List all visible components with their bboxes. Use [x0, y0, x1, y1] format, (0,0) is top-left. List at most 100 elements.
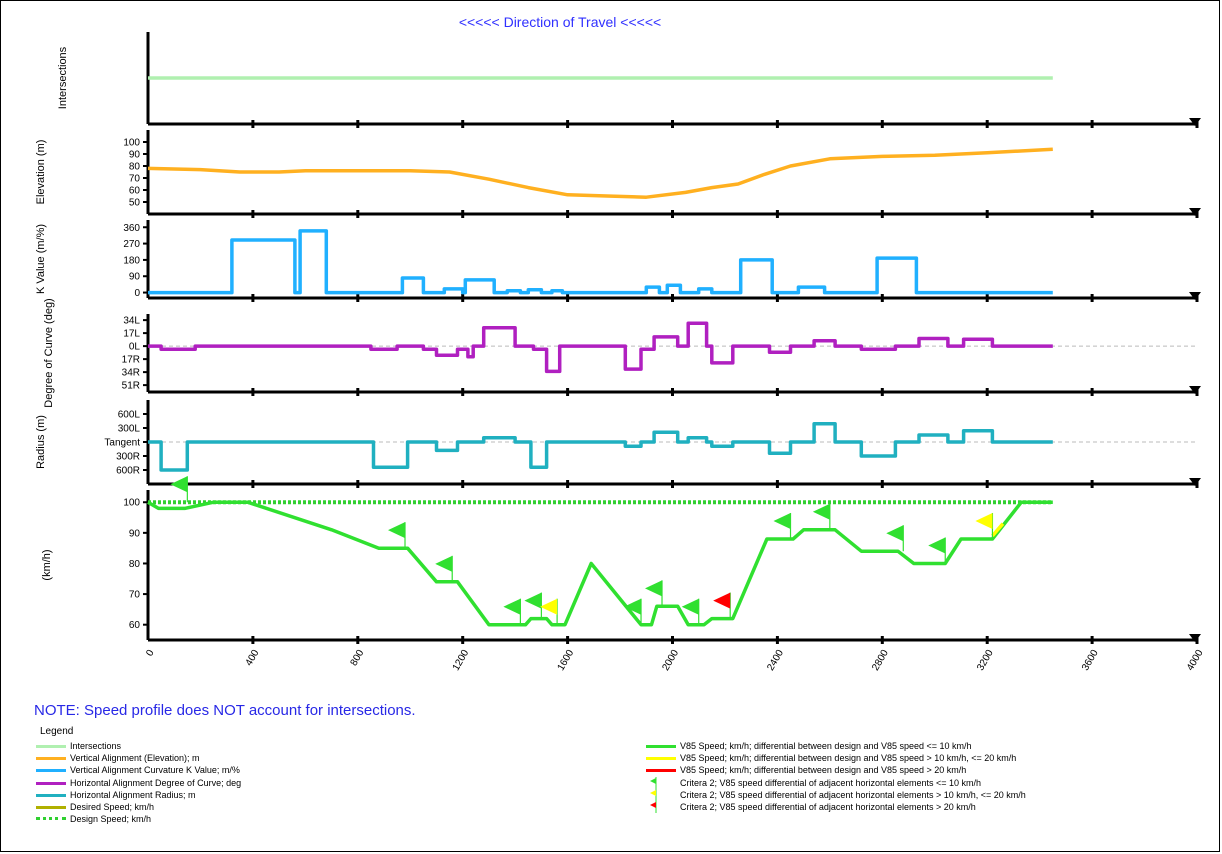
- series-line-speed-1: [147, 500, 1053, 627]
- series-line-kvalue: [148, 229, 1053, 295]
- criteria-flag: [540, 598, 558, 615]
- legend-swatch: [646, 745, 676, 748]
- criteria-flag: [886, 525, 904, 542]
- y-tick-label: 600R: [116, 466, 140, 477]
- y-tick-label: 0: [134, 288, 140, 299]
- legend-swatch: [36, 781, 66, 785]
- y-tick-label: 90: [129, 150, 141, 161]
- legend-label: Critera 2; V85 speed differential of adj…: [680, 777, 982, 788]
- axis-end-marker: [1189, 208, 1201, 216]
- y-tick-label: 60: [129, 620, 141, 631]
- legend-label: V85 Speed; km/h; differential between de…: [680, 753, 1017, 764]
- legend-swatch: [36, 745, 66, 748]
- x-tick-label: 800: [349, 648, 367, 668]
- y-tick-label: Tangent: [104, 438, 140, 449]
- y-tick-label: 17L: [123, 329, 140, 340]
- legend-swatch: [36, 806, 66, 809]
- x-tick-label: 1600: [556, 648, 577, 673]
- legend-label: Desired Speed; km/h: [70, 802, 155, 812]
- speed-profile-note: NOTE: Speed profile does NOT account for…: [34, 702, 416, 719]
- legend-swatch: [36, 757, 66, 761]
- series-line-elevation: [147, 147, 1053, 199]
- x-tick-label: 400: [244, 648, 262, 668]
- series-line-speed-2: [991, 522, 1005, 538]
- criteria-flag: [681, 598, 699, 615]
- legend-swatch: [646, 757, 676, 761]
- legend-title: Legend: [40, 726, 74, 737]
- legend-label: V85 Speed; km/h; differential between de…: [680, 741, 972, 751]
- axis-end-marker: [1189, 292, 1201, 300]
- x-tick-label: 2400: [765, 648, 786, 673]
- direction-of-travel-label: <<<<< Direction of Travel <<<<<: [458, 14, 662, 30]
- y-tick-label: 90: [129, 528, 141, 539]
- y-axis-label-intersections: Intersections: [57, 46, 69, 109]
- x-tick-label: 4000: [1185, 648, 1206, 673]
- legend-label: Design Speed; km/h: [70, 814, 152, 825]
- x-tick-label: 3600: [1080, 648, 1101, 673]
- legend-label: Intersections: [70, 741, 122, 751]
- legend-label: Critera 2; V85 speed differential of adj…: [680, 789, 1026, 800]
- legend-label: V85 Speed; km/h; differential between de…: [680, 765, 967, 776]
- criteria-flag: [645, 580, 663, 597]
- y-tick-label: 60: [129, 186, 141, 197]
- axis-end-marker: [1189, 118, 1201, 126]
- y-axis-label-kvalue: K Value (m/%): [35, 224, 47, 294]
- y-tick-label: 34R: [122, 368, 140, 379]
- criteria-flag: [388, 522, 406, 539]
- y-axis-label-degree: Degree of Curve (deg): [43, 298, 55, 407]
- y-tick-label: 100: [123, 498, 140, 509]
- series-line-degree: [148, 321, 1053, 374]
- axis-end-marker: [1189, 478, 1201, 486]
- y-axis-label-elevation: Elevation (m): [35, 140, 47, 205]
- criteria-flag: [975, 512, 993, 529]
- y-tick-label: 50: [129, 198, 141, 209]
- axis-end-marker: [1189, 386, 1201, 394]
- legend-label: Vertical Alignment Curvature K Value; m/…: [70, 765, 240, 776]
- y-tick-label: 80: [129, 559, 141, 570]
- y-tick-label: 80: [129, 162, 141, 173]
- y-axis-label-speed: (km/h): [41, 549, 53, 580]
- y-tick-label: 600L: [118, 410, 141, 421]
- series-line-radius: [148, 422, 1053, 472]
- criteria-flag: [524, 592, 542, 609]
- criteria-flag: [624, 598, 642, 615]
- x-tick-label: 0: [144, 648, 157, 659]
- y-tick-label: 300R: [116, 452, 140, 463]
- legend-label: Horizontal Alignment Degree of Curve; de…: [70, 777, 242, 788]
- x-tick-label: 2000: [660, 648, 681, 673]
- y-tick-label: 0L: [129, 342, 141, 353]
- y-tick-label: 300L: [118, 424, 141, 435]
- x-tick-label: 3200: [975, 648, 996, 673]
- legend-swatch: [36, 817, 66, 821]
- y-axis-label-radius: Radius (m): [35, 415, 47, 469]
- y-tick-label: 17R: [122, 355, 140, 366]
- legend-swatch: [36, 769, 66, 773]
- criteria-flag: [435, 555, 453, 572]
- legend-flag-icon: [650, 801, 657, 813]
- y-tick-label: 70: [129, 590, 141, 601]
- legend-flag-icon: [650, 776, 657, 789]
- criteria-flag: [928, 537, 946, 554]
- legend-swatch: [646, 769, 676, 773]
- y-tick-label: 70: [129, 174, 141, 185]
- y-tick-label: 180: [123, 255, 140, 266]
- y-tick-label: 34L: [123, 316, 140, 327]
- legend-flag-icon: [650, 788, 657, 801]
- criteria-flag: [713, 592, 731, 609]
- criteria-flag: [812, 503, 830, 520]
- legend-label: Critera 2; V85 speed differential of adj…: [680, 802, 976, 812]
- y-tick-label: 90: [129, 272, 141, 283]
- y-tick-label: 100: [123, 138, 140, 149]
- y-tick-label: 270: [123, 239, 140, 250]
- legend-label: Vertical Alignment (Elevation); m: [70, 753, 200, 764]
- x-tick-label: 1200: [451, 648, 472, 673]
- y-tick-label: 51R: [122, 381, 140, 392]
- axis-end-marker: [1189, 634, 1201, 642]
- legend-swatch: [36, 793, 66, 797]
- legend-label: Horizontal Alignment Radius; m: [70, 789, 196, 800]
- x-tick-label: 2800: [870, 648, 891, 673]
- criteria-flag: [773, 512, 791, 529]
- y-tick-label: 360: [123, 223, 140, 234]
